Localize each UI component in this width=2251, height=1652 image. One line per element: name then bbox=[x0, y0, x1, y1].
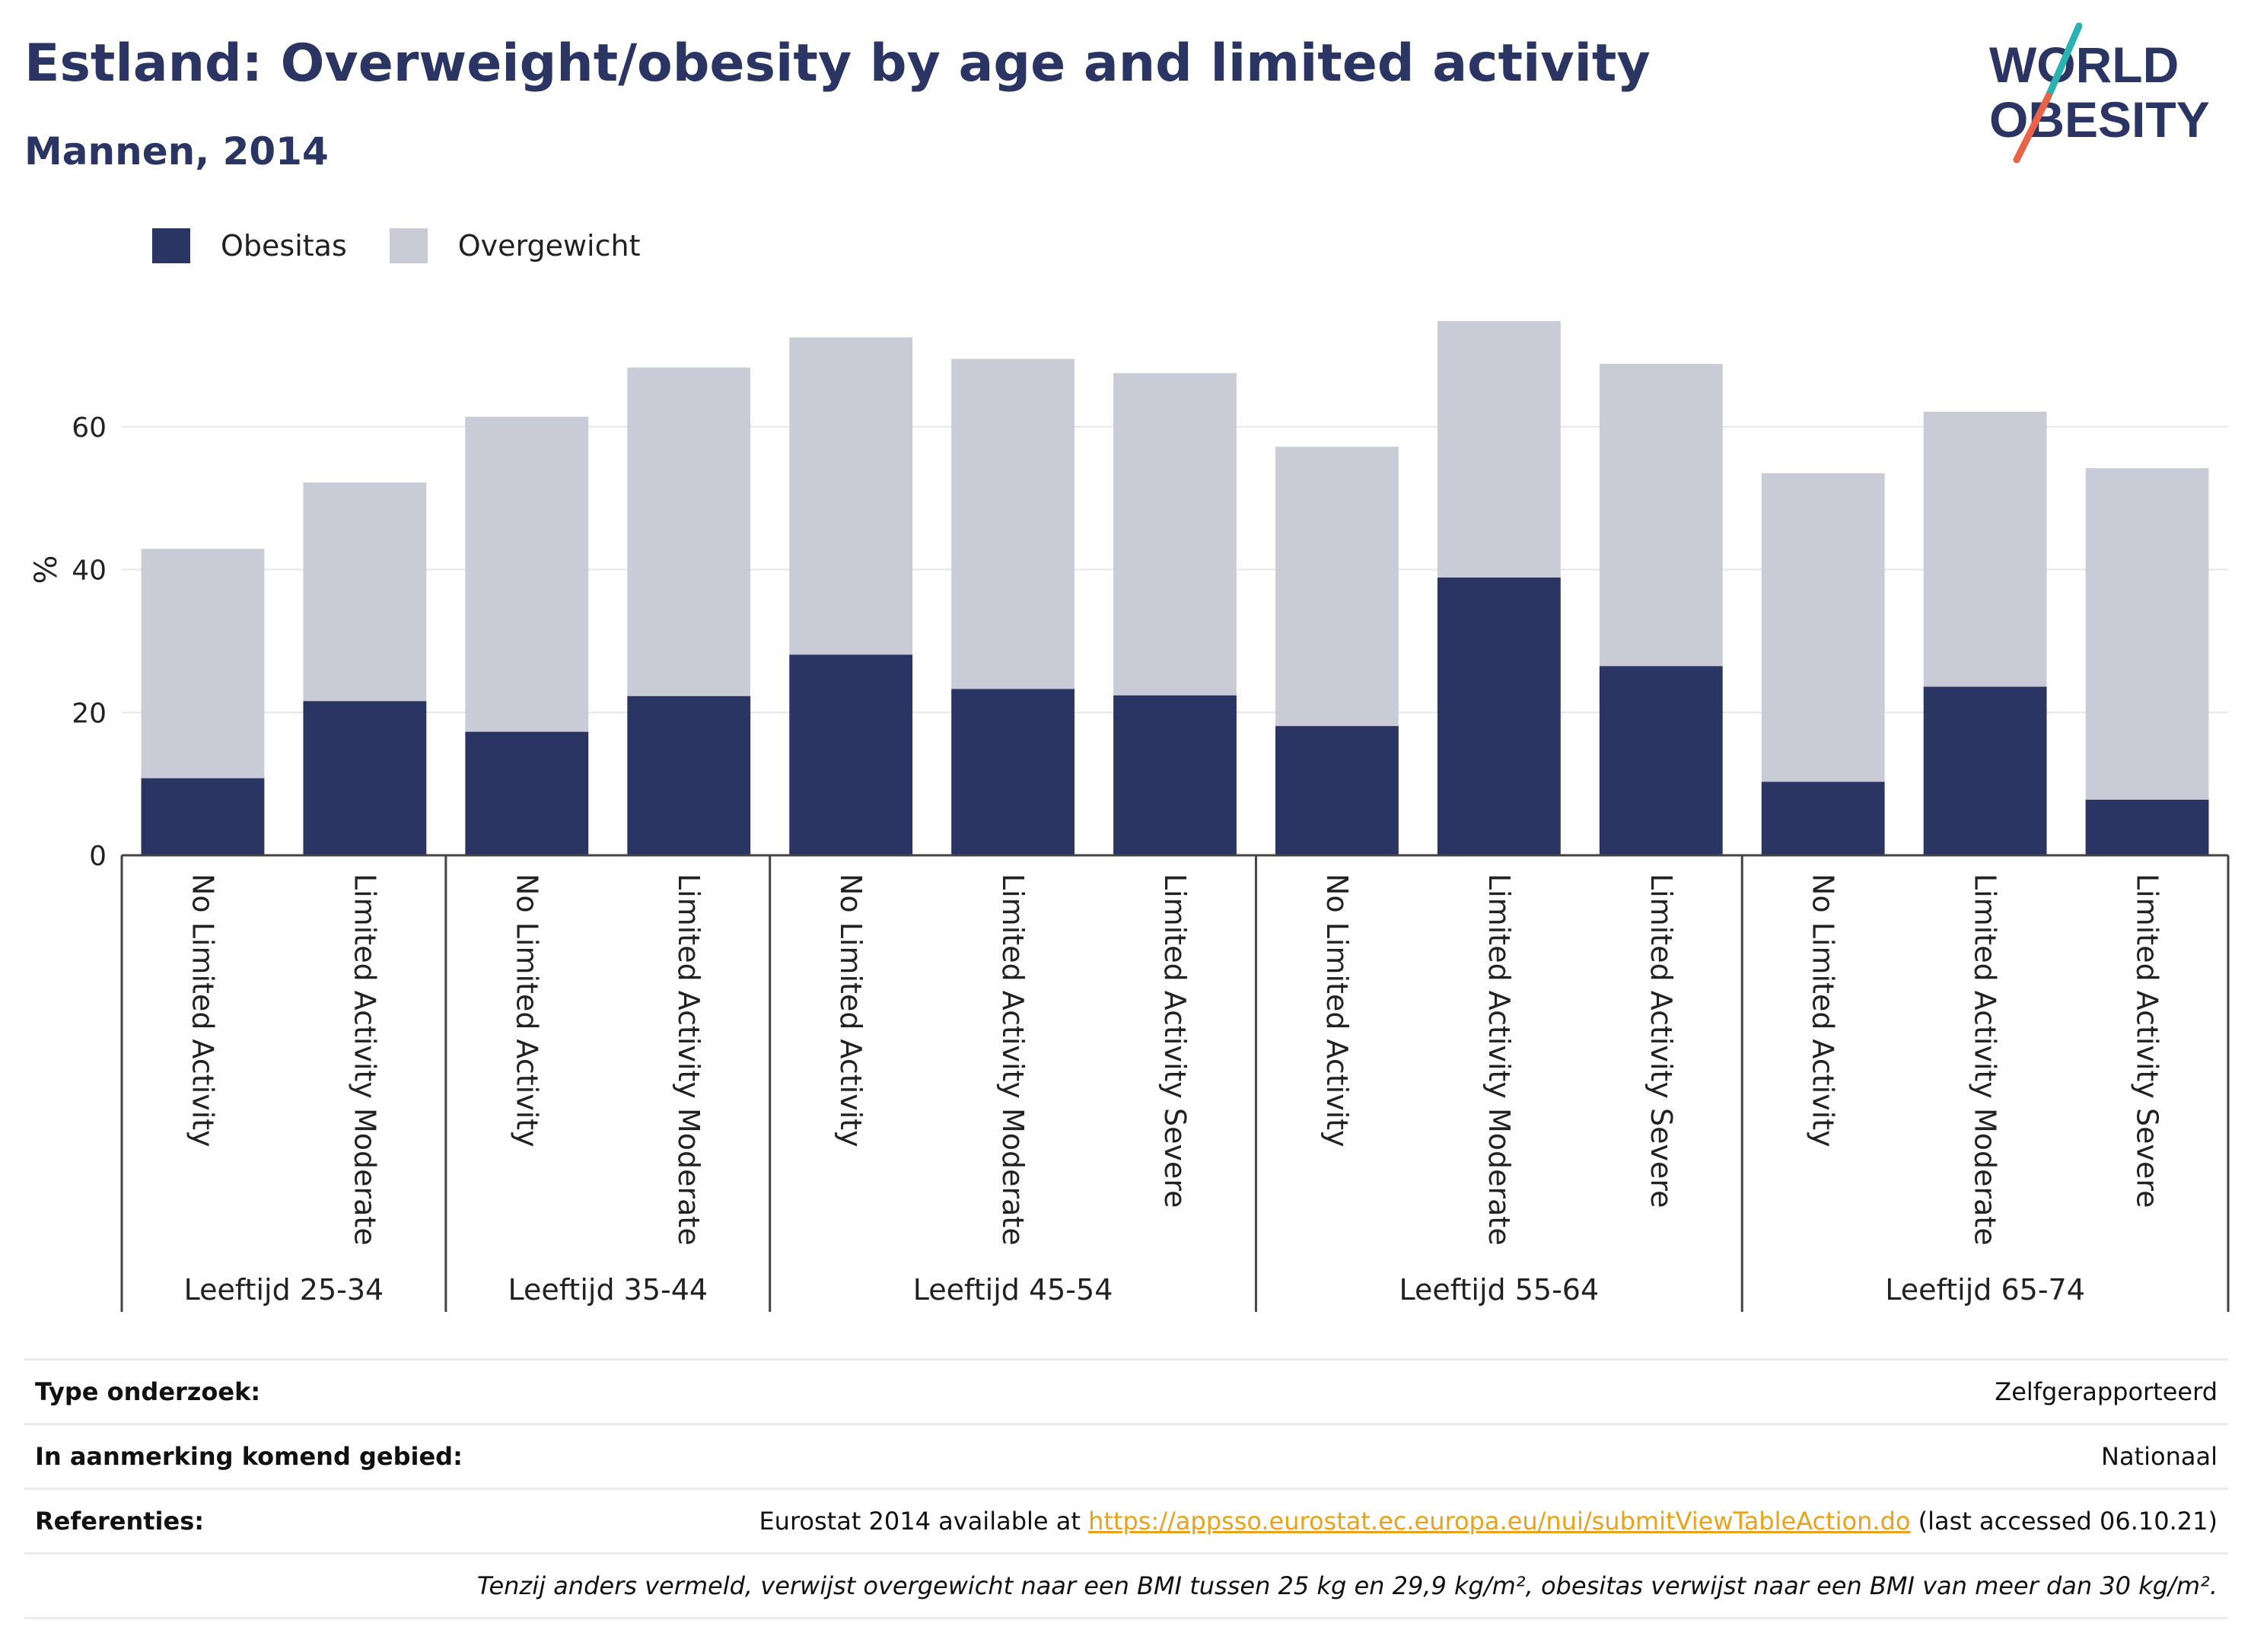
chart-legend: Obesitas Overgewicht bbox=[152, 228, 683, 263]
info-row-type: Type onderzoek: Zelfgerapporteerd bbox=[24, 1358, 2228, 1423]
group-label: Leeftijd 45-54 bbox=[913, 1273, 1113, 1307]
definition-note: Tenzij anders vermeld, verwijst overgewi… bbox=[476, 1571, 2218, 1600]
area-label: In aanmerking komend gebied: bbox=[35, 1442, 463, 1471]
bar-overgewicht bbox=[1113, 373, 1237, 695]
x-tick-label: No Limited Activity bbox=[186, 874, 219, 1147]
bar-overgewicht bbox=[141, 549, 265, 778]
type-value: Zelfgerapporteerd bbox=[1995, 1377, 2218, 1406]
y-tick-label: 0 bbox=[89, 841, 107, 872]
area-value: Nationaal bbox=[2101, 1442, 2218, 1471]
bar-overgewicht bbox=[627, 367, 751, 696]
bar-obesitas bbox=[2085, 799, 2209, 855]
info-row-references: Referenties: Eurostat 2014 available at … bbox=[24, 1488, 2228, 1552]
bar-obesitas bbox=[303, 701, 427, 855]
x-tick-label: No Limited Activity bbox=[1807, 874, 1840, 1147]
x-tick-label: Limited Activity Severe bbox=[2131, 874, 2164, 1208]
bar-obesitas bbox=[627, 695, 751, 855]
bar-overgewicht bbox=[951, 358, 1075, 689]
x-tick-label: No Limited Activity bbox=[1320, 874, 1354, 1147]
ref-link[interactable]: https://appsso.eurostat.ec.europa.eu/nui… bbox=[1088, 1507, 1911, 1536]
bar-obesitas bbox=[1599, 666, 1723, 855]
x-tick-label: Limited Activity Severe bbox=[1158, 874, 1192, 1208]
bar-obesitas bbox=[951, 689, 1075, 855]
bar-obesitas bbox=[1275, 726, 1399, 855]
x-tick-label: Limited Activity Moderate bbox=[1482, 874, 1516, 1246]
group-label: Leeftijd 35-44 bbox=[508, 1273, 708, 1307]
logo-slash-bottom bbox=[2013, 92, 2052, 164]
bar-overgewicht bbox=[1275, 447, 1399, 727]
x-tick-label: No Limited Activity bbox=[834, 874, 868, 1147]
bar-obesitas bbox=[1923, 686, 2047, 855]
bar-obesitas bbox=[1113, 695, 1237, 855]
legend-label-overgewicht: Overgewicht bbox=[457, 229, 641, 263]
logo-slash-top bbox=[2045, 23, 2083, 100]
y-tick-label: 40 bbox=[72, 555, 107, 587]
info-row-area: In aanmerking komend gebied: Nationaal bbox=[24, 1423, 2228, 1488]
legend-item-overgewicht[interactable]: Overgewicht bbox=[389, 228, 641, 263]
ref-suffix: (last accessed 06.10.21) bbox=[1910, 1507, 2218, 1536]
group-label: Leeftijd 55-64 bbox=[1399, 1273, 1600, 1307]
info-table: Type onderzoek: Zelfgerapporteerd In aan… bbox=[24, 1358, 2228, 1619]
x-tick-label: Limited Activity Moderate bbox=[1969, 874, 2002, 1246]
x-tick-label: Limited Activity Moderate bbox=[996, 874, 1030, 1246]
x-tick-label: Limited Activity Severe bbox=[1644, 874, 1678, 1208]
bar-overgewicht bbox=[1761, 473, 1885, 782]
legend-item-obesitas[interactable]: Obesitas bbox=[152, 228, 347, 263]
x-tick-label: No Limited Activity bbox=[510, 874, 543, 1147]
y-axis-label: % bbox=[29, 555, 64, 584]
x-tick-label: Limited Activity Moderate bbox=[348, 874, 381, 1246]
bar-overgewicht bbox=[465, 416, 589, 732]
legend-label-obesitas: Obesitas bbox=[221, 229, 347, 263]
bar-obesitas bbox=[1437, 577, 1561, 855]
page-title: Estland: Overweight/obesity by age and l… bbox=[24, 33, 1651, 94]
legend-swatch-obesitas bbox=[152, 228, 190, 263]
y-tick-label: 20 bbox=[72, 698, 107, 729]
group-label: Leeftijd 25-34 bbox=[184, 1273, 384, 1307]
bar-overgewicht bbox=[1437, 320, 1561, 578]
bar-overgewicht bbox=[1923, 412, 2047, 687]
type-label: Type onderzoek: bbox=[35, 1377, 261, 1406]
bar-chart: 0 20 40 60% No Limited Activity Limited Activ… bbox=[29, 320, 2230, 1312]
bar-overgewicht bbox=[789, 337, 913, 655]
logo-line1: WORLD bbox=[1989, 37, 2179, 93]
bar-overgewicht bbox=[2085, 468, 2209, 800]
group-label: Leeftijd 65-74 bbox=[1885, 1273, 2085, 1307]
references-label: Referenties: bbox=[35, 1507, 205, 1536]
y-tick-label: 60 bbox=[72, 412, 107, 444]
legend-swatch-overgewicht bbox=[389, 228, 428, 263]
bar-overgewicht bbox=[303, 482, 427, 702]
ref-prefix: Eurostat 2014 available at bbox=[759, 1507, 1089, 1536]
info-row-note: Tenzij anders vermeld, verwijst overgewi… bbox=[24, 1552, 2228, 1619]
bar-obesitas bbox=[141, 778, 265, 855]
bar-overgewicht bbox=[1599, 364, 1723, 667]
page-subtitle: Mannen, 2014 bbox=[24, 129, 329, 173]
bar-obesitas bbox=[1761, 781, 1885, 855]
bar-obesitas bbox=[465, 731, 589, 855]
bar-obesitas bbox=[789, 654, 913, 855]
x-tick-label: Limited Activity Moderate bbox=[672, 874, 705, 1246]
references-value: Eurostat 2014 available at https://appss… bbox=[759, 1507, 2218, 1536]
world-obesity-logo: WORLD OBESITY bbox=[1989, 23, 2210, 164]
